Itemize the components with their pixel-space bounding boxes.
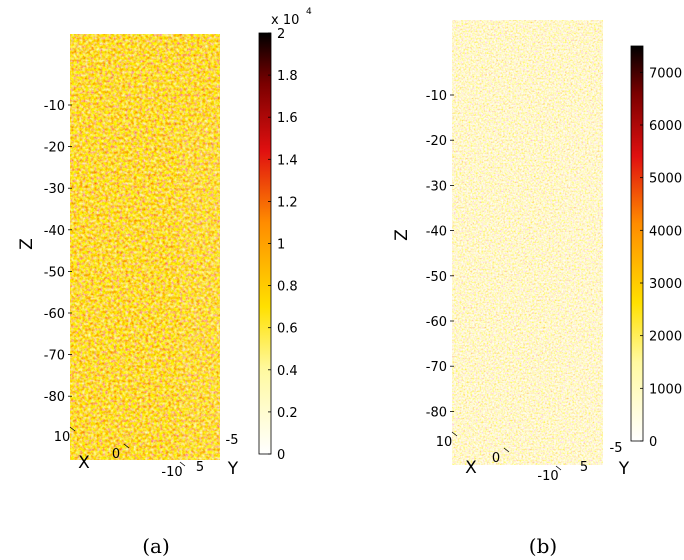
y-axis-label-b: Y: [618, 459, 630, 479]
z-tick-label: -10: [44, 99, 65, 114]
y-axis-a: -5 5: [196, 433, 239, 475]
z-tick-label: -80: [426, 405, 447, 420]
panel-b: -10-20-30-40-50-60-70-80 Z 100-10 X -55 …: [392, 20, 682, 558]
colorbar-tick-label: 0.4: [277, 364, 298, 379]
volume-b-top-face: [452, 20, 603, 108]
colorbar-a-multiplier: x 10: [271, 13, 299, 28]
colorbar-tick-label: 1: [277, 238, 285, 253]
colorbar-tick-label: 4000: [649, 224, 682, 239]
y-tick-label: 5: [196, 460, 204, 475]
colorbar-tick-label: 0.8: [277, 280, 298, 295]
x-tick-label: 10: [436, 435, 453, 450]
panel-b-label: (b): [529, 534, 557, 558]
y-tick-label: -5: [226, 433, 239, 448]
colorbar-tick-label: 1.8: [277, 69, 298, 84]
x-tick-label: 0: [492, 451, 500, 466]
colorbar-tick-label: 2000: [649, 330, 682, 345]
x-tick-label: 10: [54, 430, 71, 445]
colorbar-a-multiplier-exponent: 4: [306, 7, 312, 17]
z-tick-label: -40: [44, 224, 65, 239]
y-axis-label-a: Y: [227, 459, 239, 479]
x-tick-mark: [69, 426, 76, 432]
colorbar-tick-label: 0: [649, 435, 657, 450]
colorbar-b-ticks: 0 1000 2000 3000 4000 5000 6000 7000: [640, 66, 682, 450]
x-tick-mark: [123, 443, 130, 449]
colorbar-tick-label: 6000: [649, 119, 682, 134]
panel-a: -10-20-30-40-50-60-70-80 Z 100-10 X -55 …: [17, 7, 312, 558]
x-tick-mark: [503, 447, 510, 453]
colorbar-tick-label: 1.4: [277, 153, 298, 168]
colorbar-b: [630, 45, 644, 442]
x-axis-b: 10 0 -10: [436, 431, 562, 484]
z-tick-label: -30: [44, 182, 65, 197]
colorbar-tick-label: 1.6: [277, 111, 298, 126]
y-tick-label: 5: [580, 460, 588, 475]
colorbar-tick-label: 0.2: [277, 406, 298, 421]
z-tick-label: -40: [426, 225, 447, 240]
x-tick-label: -10: [161, 465, 182, 480]
z-axis-b: -10 -20 -30 -40 -50 -60 -70 -80: [426, 89, 454, 420]
colorbar-tick-label: 0: [277, 448, 285, 463]
z-axis-a: -10 -20 -30 -40 -50 -60 -70 -80: [44, 99, 72, 405]
z-tick-label: -20: [426, 134, 447, 149]
colorbar-a-ticks: 0 0.2 0.4 0.6 0.8 1 1.2 1.4 1.6 1.8 2: [268, 27, 298, 463]
z-tick-label: -60: [426, 315, 447, 330]
x-tick-mark: [555, 465, 562, 471]
volume-a: [70, 34, 220, 460]
z-tick-label: -70: [426, 360, 447, 375]
volume-a-side-face: [180, 85, 220, 460]
x-tick-label: 0: [112, 447, 120, 462]
volume-b-front-face: [452, 52, 562, 465]
z-tick-label: -70: [44, 349, 65, 364]
z-tick-label: -50: [426, 270, 447, 285]
z-tick-label: -30: [426, 179, 447, 194]
colorbar-tick-label: 3000: [649, 277, 682, 292]
volume-b: [452, 20, 603, 465]
z-tick-label: -80: [44, 390, 65, 405]
colorbar-tick-label: 1000: [649, 382, 682, 397]
panel-a-label: (a): [142, 534, 170, 558]
z-tick-label: -60: [44, 307, 65, 322]
volume-b-side-face: [562, 70, 603, 465]
x-tick-mark: [179, 461, 186, 467]
colorbar-tick-label: 2: [277, 27, 285, 42]
z-axis-label-a: Z: [17, 238, 37, 250]
x-axis-label-a: X: [78, 453, 90, 473]
volume-a-top-face: [70, 34, 220, 122]
colorbar-tick-label: 0.6: [277, 322, 298, 337]
x-tick-label: -10: [537, 469, 558, 484]
y-tick-label: -5: [610, 441, 623, 456]
z-tick-label: -10: [426, 89, 447, 104]
z-tick-label: -50: [44, 265, 65, 280]
y-axis-b: -5 5: [580, 441, 623, 475]
x-axis-a: 10 0 -10: [54, 426, 186, 480]
volume-a-front-face: [70, 66, 180, 460]
colorbar-tick-label: 7000: [649, 66, 682, 81]
colorbar-tick-label: 5000: [649, 172, 682, 187]
x-axis-label-b: X: [465, 458, 477, 478]
x-tick-mark: [451, 431, 458, 437]
z-axis-label-b: Z: [392, 229, 412, 241]
z-tick-label: -20: [44, 141, 65, 156]
colorbar-tick-label: 1.2: [277, 195, 298, 210]
